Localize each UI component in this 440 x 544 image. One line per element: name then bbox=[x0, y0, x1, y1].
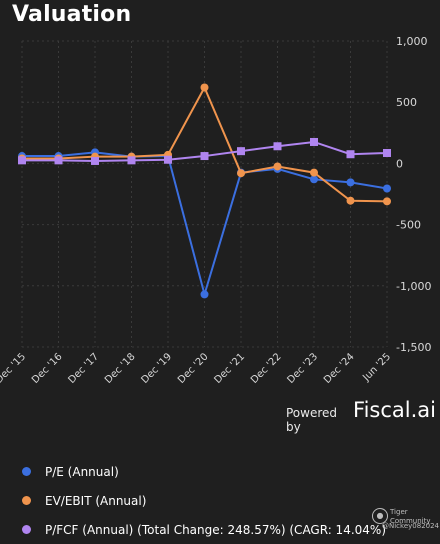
chart-series bbox=[18, 83, 391, 299]
legend-item-pfcf[interactable]: P/FCF (Annual) (Total Change: 248.57%) (… bbox=[22, 515, 432, 544]
legend-item-pe[interactable]: P/E (Annual) bbox=[22, 457, 432, 486]
series-line bbox=[22, 85, 388, 203]
x-tick-label: Dec '24 bbox=[322, 351, 357, 386]
watermark-user: @Nickey082024 bbox=[382, 522, 440, 530]
data-point bbox=[200, 152, 209, 161]
watermark-brand: Tiger Community bbox=[390, 508, 431, 525]
data-point bbox=[383, 184, 391, 193]
data-point bbox=[127, 156, 136, 165]
data-point bbox=[273, 162, 282, 171]
data-point bbox=[273, 142, 282, 151]
x-tick-label: Dec '21 bbox=[212, 351, 247, 386]
valuation-chart: 1,000 500 0 -500 -1,000 -1,500 Dec '15 Dec '16… bbox=[0, 35, 431, 386]
powered-by[interactable]: Powered by Fiscal.ai bbox=[286, 398, 436, 434]
data-point bbox=[383, 197, 391, 206]
y-tick-label: -500 bbox=[396, 219, 421, 232]
series-line bbox=[22, 151, 388, 299]
data-point bbox=[346, 196, 355, 205]
data-point bbox=[237, 169, 245, 178]
data-point bbox=[346, 178, 355, 187]
x-tick-label: Dec '22 bbox=[249, 351, 284, 386]
x-tick-label: Dec '15 bbox=[0, 351, 28, 386]
x-tick-label: Dec '17 bbox=[66, 351, 101, 386]
watermark: ● Tiger Community @Nickey082024 bbox=[372, 506, 440, 536]
data-point bbox=[200, 290, 209, 299]
powered-by-label: Powered by bbox=[286, 406, 338, 434]
data-point bbox=[310, 137, 318, 146]
legend-label-pe: P/E (Annual) bbox=[45, 464, 119, 479]
chart-title: Valuation bbox=[12, 2, 132, 27]
legend-label-pfcf: P/FCF (Annual) (Total Change: 248.57%) (… bbox=[45, 522, 386, 537]
x-tick-label: Dec '23 bbox=[285, 351, 320, 386]
data-point bbox=[18, 156, 26, 165]
brand-logo: Fiscal.ai bbox=[353, 398, 436, 422]
legend-label-ev-ebit: EV/EBIT (Annual) bbox=[45, 493, 147, 508]
legend-dot-icon bbox=[22, 525, 31, 534]
tiger-logo-icon: ● bbox=[372, 508, 388, 524]
y-tick-label: 0 bbox=[396, 157, 403, 170]
y-tick-label: 500 bbox=[396, 96, 417, 109]
data-point bbox=[91, 156, 99, 165]
chart-legend: P/E (Annual) EV/EBIT (Annual) P/FCF (Ann… bbox=[22, 457, 432, 544]
x-tick-label: Dec '20 bbox=[176, 351, 211, 386]
y-tick-label: -1,500 bbox=[396, 341, 431, 354]
legend-dot-icon bbox=[22, 496, 31, 505]
y-tick-label: -1,000 bbox=[396, 280, 431, 293]
x-tick-label: Jun '25 bbox=[360, 351, 393, 384]
series-pfcf bbox=[18, 137, 391, 165]
x-tick-label: Dec '16 bbox=[30, 351, 65, 386]
data-point bbox=[383, 148, 391, 157]
series-pe bbox=[18, 148, 391, 299]
y-axis-ticks: 1,000 500 0 -500 -1,000 -1,500 bbox=[396, 35, 431, 354]
data-point bbox=[200, 83, 209, 92]
data-point bbox=[164, 155, 172, 164]
x-tick-label: Dec '19 bbox=[139, 351, 174, 386]
data-point bbox=[310, 168, 318, 177]
x-axis-ticks: Dec '15 Dec '16 Dec '17 Dec '18 Dec '19 Dec '… bbox=[0, 351, 393, 386]
legend-dot-icon bbox=[22, 467, 31, 476]
x-tick-label: Dec '18 bbox=[103, 351, 138, 386]
chart-grid bbox=[21, 40, 388, 348]
data-point bbox=[237, 147, 245, 156]
y-tick-label: 1,000 bbox=[396, 35, 428, 48]
legend-item-ev-ebit[interactable]: EV/EBIT (Annual) bbox=[22, 486, 432, 515]
data-point bbox=[310, 175, 318, 184]
data-point bbox=[346, 150, 355, 159]
data-point bbox=[54, 156, 63, 165]
